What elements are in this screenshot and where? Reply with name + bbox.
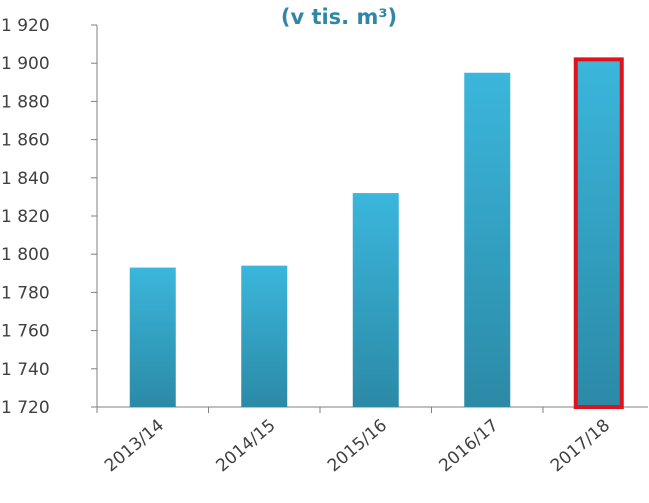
y-tick-label: 1 720 <box>1 398 50 418</box>
bar <box>464 72 511 407</box>
y-tick-label: 1 780 <box>1 283 50 303</box>
bars-group <box>129 57 624 409</box>
x-tick-label: 2015/16 <box>324 416 391 477</box>
bar <box>352 193 399 407</box>
y-tick-label: 1 880 <box>1 92 50 112</box>
y-tick-label: 1 860 <box>1 131 50 151</box>
y-axis: 1 720 1 740 1 760 1 780 1 800 1 820 1 840 1 860… <box>1 16 98 418</box>
bar <box>241 265 288 407</box>
highlight-border <box>573 57 624 409</box>
x-tick-label: 2017/18 <box>547 416 614 477</box>
y-tick-label: 1 820 <box>1 207 50 227</box>
x-tick-label: 2016/17 <box>436 416 503 477</box>
bar <box>129 267 176 407</box>
y-tick-label: 1 840 <box>1 169 50 189</box>
y-tick-label: 1 760 <box>1 322 50 342</box>
y-tick-label: 1 900 <box>1 54 50 74</box>
x-axis: 2013/14 2014/15 2015/16 2016/17 2017/18 <box>96 406 648 477</box>
chart-title: (v tis. m³) <box>281 5 397 29</box>
y-tick-label: 1 800 <box>1 245 50 265</box>
bar <box>575 59 622 407</box>
x-tick-label: 2013/14 <box>101 416 168 477</box>
y-tick-label: 1 740 <box>1 360 50 380</box>
x-tick-label: 2014/15 <box>213 416 280 477</box>
y-tick-label: 1 920 <box>1 16 50 36</box>
